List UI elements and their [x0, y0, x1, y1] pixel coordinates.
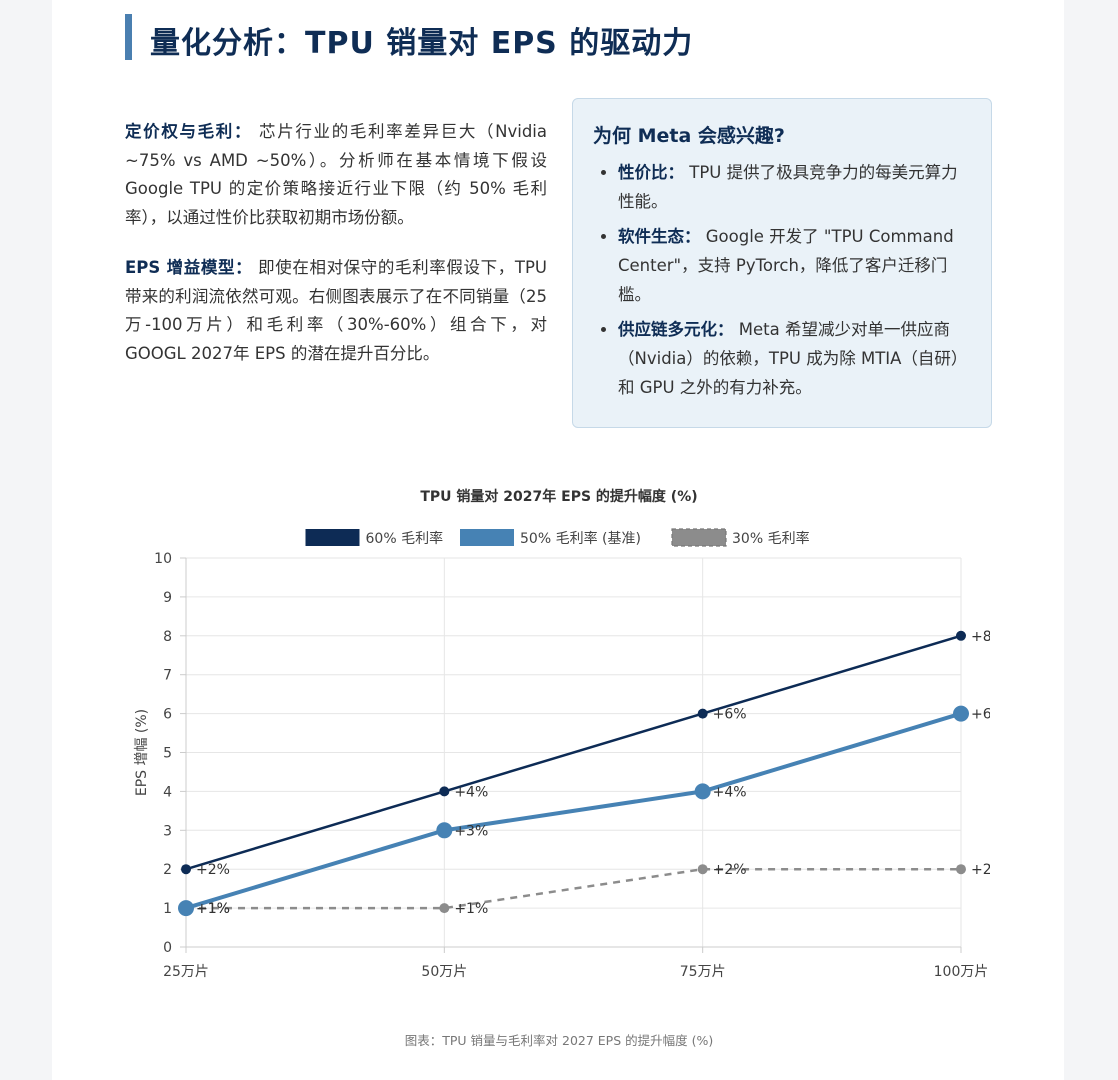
data-label: +1%: [196, 901, 230, 917]
data-point: [697, 708, 708, 719]
y-axis-title: EPS 增幅 (%): [134, 709, 150, 796]
data-point: [956, 630, 966, 641]
data-point: [181, 864, 191, 875]
y-tick-label: 1: [163, 901, 172, 917]
chart-title: TPU 销量对 2027年 EPS 的提升幅度 (%): [420, 488, 697, 505]
data-label: +3%: [454, 823, 488, 839]
callout-item-text: Meta 希望减少对单一供应商（Nvidia）的依赖，TPU 成为除 MTIA（…: [618, 320, 968, 397]
legend-swatch: [671, 528, 727, 547]
callout-item: 供应链多元化： Meta 希望减少对单一供应商（Nvidia）的依赖，TPU 成…: [618, 315, 971, 402]
eps-chart-svg: TPU 销量对 2027年 EPS 的提升幅度 (%) 60% 毛利率 50% 毛利…: [134, 488, 1005, 980]
callout-item: 软件生态： Google 开发了 "TPU Command Center"，支持…: [618, 222, 971, 309]
data-label: +2%: [971, 862, 1005, 878]
eps-text: 即使在相对保守的毛利率假设下，TPU 带来的利润流依然可观。右侧图表展示了在不同…: [125, 258, 547, 363]
pricing-text: 芯片行业的毛利率差异巨大（Nvidia ~75% vs AMD ~50%）。分析…: [125, 122, 548, 227]
eps-chart: TPU 销量对 2027年 EPS 的提升幅度 (%) 60% 毛利率 50% 毛利…: [0, 470, 1118, 1000]
pricing-paragraph: 定价权与毛利： 芯片行业的毛利率差异巨大（Nvidia ~75% vs AMD …: [125, 118, 547, 232]
series-line: [185, 711, 962, 911]
x-tick-label: 100万片: [934, 964, 989, 980]
y-tick-label: 9: [163, 590, 172, 606]
y-tick-label: 4: [163, 784, 172, 800]
data-label: +1%: [196, 901, 230, 917]
x-tick-label: 75万片: [680, 964, 726, 980]
callout-list: 性价比： TPU 提供了极具竞争力的每美元算力性能。 软件生态： Google …: [593, 158, 971, 402]
legend-swatch: [460, 529, 514, 546]
data-label: +2%: [713, 862, 747, 878]
series-line: [185, 634, 962, 871]
data-point: [697, 864, 708, 875]
data-label: +6%: [713, 707, 747, 723]
y-tick-label: 7: [163, 668, 172, 684]
callout-item-text: TPU 提供了极具竞争力的每美元算力性能。: [618, 163, 958, 211]
title-accent-bar: [125, 14, 132, 60]
legend-swatch: [305, 529, 360, 546]
callout-item-label: 供应链多元化：: [618, 320, 734, 339]
data-point: [178, 900, 194, 917]
x-tick-label: 50万片: [421, 964, 467, 980]
y-tick-label: 5: [163, 746, 172, 762]
data-point: [956, 864, 966, 875]
data-point: [953, 705, 969, 722]
y-tick-label: 0: [163, 940, 172, 956]
x-tick-label: 25万片: [163, 964, 209, 980]
y-tick-label: 10: [154, 551, 172, 567]
y-tick-label: 8: [163, 629, 172, 645]
data-point: [694, 783, 711, 800]
callout-item: 性价比： TPU 提供了极具竞争力的每美元算力性能。: [618, 158, 971, 216]
chart-caption: 图表：TPU 销量与毛利率对 2027 EPS 的提升幅度 (%): [404, 1033, 714, 1048]
eps-paragraph: EPS 增益模型： 即使在相对保守的毛利率假设下，TPU 带来的利润流依然可观。…: [125, 254, 547, 368]
data-point: [439, 786, 450, 797]
y-tick-label: 3: [163, 823, 172, 839]
legend-label: 30% 毛利率: [732, 530, 810, 547]
data-label: +2%: [196, 862, 230, 878]
pricing-label: 定价权与毛利：: [125, 122, 253, 141]
data-label: +4%: [454, 784, 488, 800]
data-label: +4%: [713, 784, 747, 800]
eps-label: EPS 增益模型：: [125, 258, 253, 277]
data-label: +8%: [971, 629, 1005, 645]
data-point: [439, 903, 450, 914]
callout-item-text: Google 开发了 "TPU Command Center"，支持 PyTor…: [618, 227, 954, 304]
data-label: +1%: [454, 901, 488, 917]
analysis-text: 定价权与毛利： 芯片行业的毛利率差异巨大（Nvidia ~75% vs AMD …: [125, 118, 547, 390]
callout-title: 为何 Meta 会感兴趣?: [593, 125, 785, 147]
y-tick-label: 6: [163, 707, 172, 723]
meta-interest-callout: 为何 Meta 会感兴趣? 性价比： TPU 提供了极具竞争力的每美元算力性能。…: [572, 98, 992, 428]
legend-label: 60% 毛利率: [366, 530, 444, 547]
data-label: +6%: [971, 707, 1005, 723]
callout-item-label: 性价比：: [618, 163, 684, 182]
page-title: 量化分析：TPU 销量对 EPS 的驱动力: [150, 26, 694, 61]
legend-label: 50% 毛利率 (基准): [520, 530, 641, 547]
data-point: [436, 822, 453, 839]
y-tick-label: 2: [163, 862, 172, 878]
callout-item-label: 软件生态：: [618, 227, 701, 246]
